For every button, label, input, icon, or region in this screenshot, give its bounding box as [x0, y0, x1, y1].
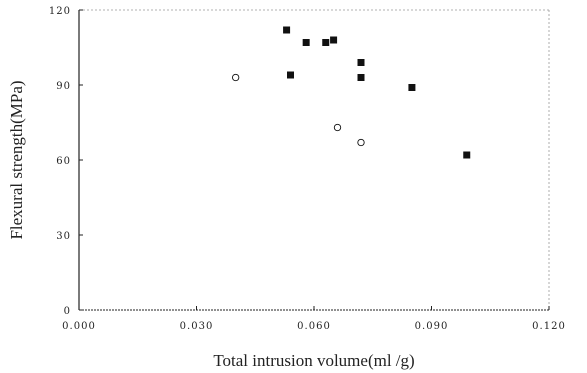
- x-tick-label: 0.120: [532, 321, 566, 332]
- x-tick-label: 0.090: [415, 321, 449, 332]
- filled-square-point: [283, 26, 291, 34]
- plot-frame: [78, 9, 550, 311]
- data-points: [232, 26, 471, 159]
- filled-square-point: [302, 39, 310, 46]
- y-tick-label: 60: [56, 156, 71, 167]
- x-tick-label: 0.030: [180, 321, 214, 332]
- y-tick-label: 120: [49, 6, 71, 17]
- open-circle-point: [333, 123, 342, 132]
- x-tick-label: 0.060: [297, 321, 331, 332]
- x-tick-label: 0.000: [62, 321, 96, 332]
- filled-square-point: [463, 151, 471, 159]
- y-axis-title: Flexural strength(MPa): [7, 80, 26, 239]
- filled-square-point: [357, 59, 365, 66]
- open-circle-point: [357, 138, 365, 147]
- filled-square-point: [408, 84, 416, 91]
- y-tick-label: 90: [56, 81, 71, 92]
- x-axis-title: Total intrusion volume(ml /g): [213, 351, 414, 370]
- filled-square-point: [357, 74, 365, 81]
- filled-square-point: [330, 36, 338, 44]
- y-tick-label: 30: [56, 231, 71, 242]
- y-tick-label: 0: [64, 306, 71, 317]
- y-axis-ticks: 0 30 60 90 120: [49, 6, 83, 317]
- filled-square-point: [287, 71, 294, 79]
- filled-square-point: [322, 39, 330, 46]
- x-axis-ticks: 0.000 0.030 0.060 0.090 0.120: [62, 306, 566, 332]
- open-circle-point: [232, 73, 240, 82]
